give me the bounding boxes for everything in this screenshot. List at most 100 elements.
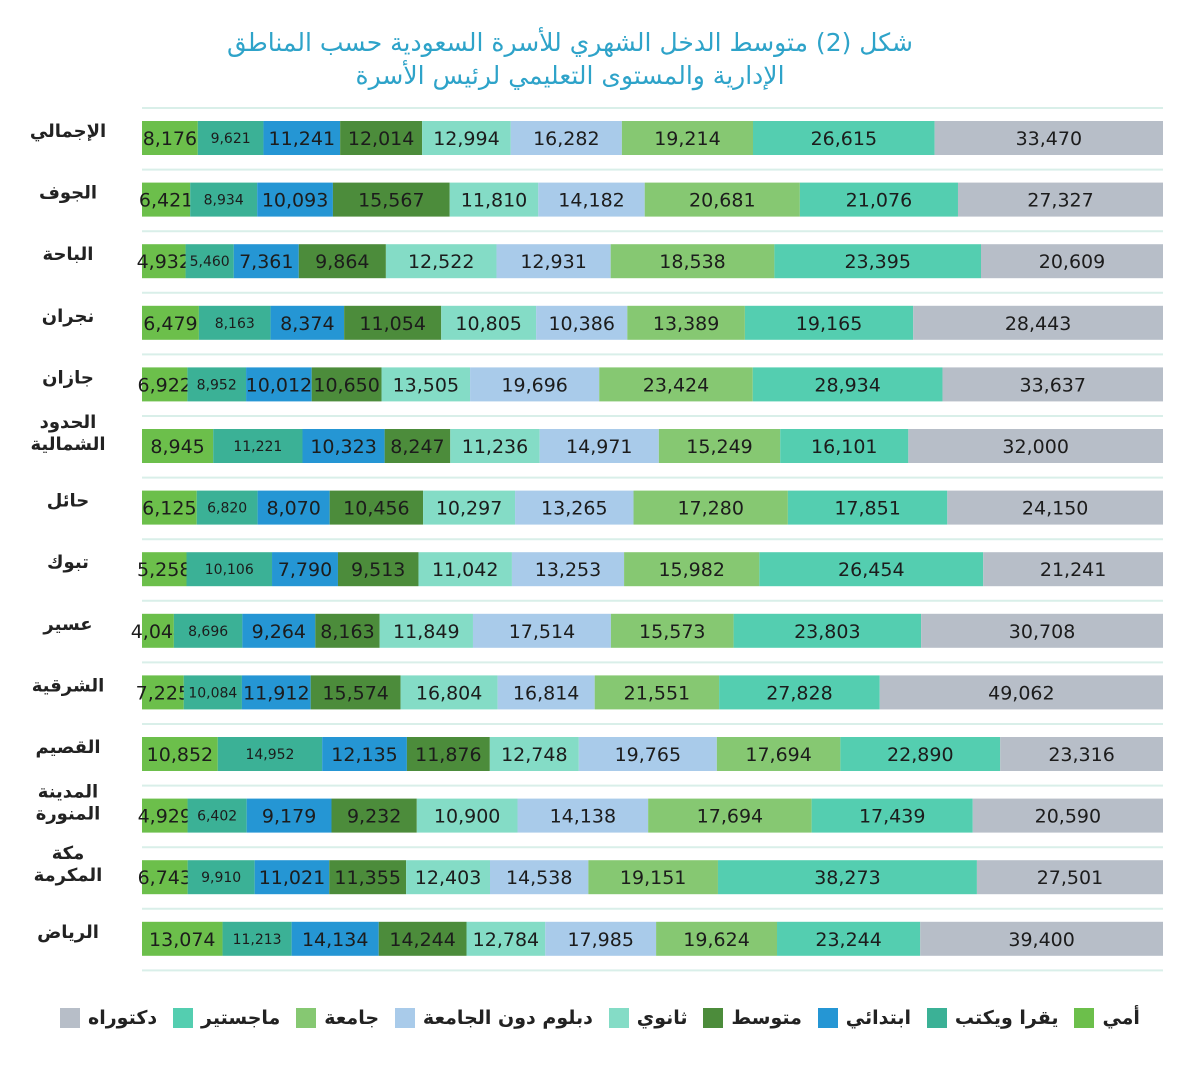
bar-segment bbox=[291, 921, 379, 956]
bar-segment bbox=[497, 675, 595, 710]
bar-segment bbox=[329, 490, 424, 525]
data-label: 21,551 bbox=[624, 682, 690, 704]
bar-segment bbox=[780, 429, 909, 463]
data-label: 19,624 bbox=[683, 929, 749, 951]
bar-segment bbox=[331, 798, 417, 833]
bar-segment bbox=[934, 121, 1163, 155]
legend-swatch bbox=[926, 1008, 947, 1028]
data-label: 15,574 bbox=[322, 682, 388, 704]
bar-segment bbox=[466, 921, 546, 956]
data-label: 8,952 bbox=[197, 377, 237, 393]
bar-segment bbox=[774, 244, 981, 279]
bar-segment bbox=[142, 367, 188, 402]
data-label: 12,403 bbox=[415, 867, 481, 889]
data-label: 17,694 bbox=[697, 806, 763, 828]
data-label: 15,249 bbox=[686, 436, 752, 458]
data-label: 9,513 bbox=[351, 559, 405, 581]
bar-segment bbox=[187, 798, 247, 833]
bar-segment bbox=[719, 675, 880, 710]
bar-segment bbox=[947, 490, 1163, 525]
bar-segment bbox=[588, 860, 718, 895]
legend-label: ماجستير bbox=[201, 1007, 281, 1029]
category-labels: الإجمالي الجوف الباحة نجران جازان الحدود الشما… bbox=[30, 121, 106, 943]
bar-segment bbox=[142, 552, 187, 587]
data-label: 6,479 bbox=[143, 313, 197, 335]
bar-segment bbox=[198, 305, 271, 340]
bar-segment bbox=[921, 613, 1163, 648]
legend-item: يقرا ويكتب bbox=[926, 1007, 1059, 1029]
category-label: تبوك bbox=[47, 552, 89, 573]
bar-segment bbox=[246, 798, 332, 833]
data-label: 10,805 bbox=[455, 313, 521, 335]
data-label: 12,994 bbox=[433, 128, 499, 150]
data-label: 15,567 bbox=[358, 190, 424, 212]
data-label: 10,323 bbox=[310, 436, 376, 458]
data-label: 9,621 bbox=[211, 131, 251, 147]
data-label: 5,460 bbox=[190, 254, 230, 270]
legend-swatch bbox=[60, 1008, 80, 1028]
bar-segment bbox=[799, 182, 958, 217]
bar-segment bbox=[381, 367, 471, 402]
data-label: 8,945 bbox=[150, 436, 204, 458]
bar-segment bbox=[621, 121, 753, 155]
category-label: الإجمالي bbox=[30, 121, 106, 142]
bar-segment bbox=[656, 921, 778, 956]
category-label: مكة المكرمة bbox=[34, 843, 103, 886]
legend-swatch bbox=[296, 1008, 317, 1028]
bar-segment bbox=[450, 429, 540, 463]
data-label: 8,163 bbox=[320, 621, 374, 643]
bar-segment bbox=[418, 552, 512, 587]
legend-swatch bbox=[703, 1008, 724, 1028]
bar-segment bbox=[610, 244, 775, 279]
data-label: 19,696 bbox=[501, 374, 567, 396]
bar-segment bbox=[610, 613, 734, 648]
bar-segment bbox=[1000, 737, 1163, 771]
data-label: 11,021 bbox=[259, 867, 325, 889]
data-label: 13,505 bbox=[393, 374, 459, 396]
bars-layer: 8,176 9,621 11,241 12,014 12,994 16,282 19,214… bbox=[131, 121, 1163, 956]
data-label: 23,244 bbox=[815, 929, 881, 951]
bar-segment bbox=[246, 367, 312, 402]
bar-segment bbox=[472, 613, 611, 648]
bar-segment bbox=[538, 182, 645, 217]
bar-segment bbox=[257, 490, 330, 525]
bar-segment bbox=[385, 244, 497, 279]
legend-item: أمي bbox=[1074, 1007, 1140, 1029]
data-label: 11,355 bbox=[334, 867, 400, 889]
bar-segment bbox=[263, 121, 341, 155]
data-label: 11,042 bbox=[432, 559, 498, 581]
bar-segment bbox=[957, 182, 1163, 217]
bar-segment bbox=[517, 798, 649, 833]
data-label: 28,443 bbox=[1005, 313, 1071, 335]
data-label: 23,395 bbox=[844, 251, 910, 273]
data-label: 16,804 bbox=[416, 682, 482, 704]
bar-segment bbox=[183, 675, 242, 710]
data-label: 8,163 bbox=[215, 316, 255, 332]
bar-segment bbox=[406, 860, 490, 895]
category-label: الرياض bbox=[37, 922, 99, 943]
data-label: 5,258 bbox=[137, 559, 191, 581]
data-label: 30,708 bbox=[1009, 621, 1075, 643]
legend-item: متوسط bbox=[703, 1007, 802, 1029]
data-label: 17,985 bbox=[567, 929, 633, 951]
bar-segment bbox=[379, 613, 473, 648]
legend-label: دكتوراه bbox=[88, 1007, 158, 1029]
data-label: 11,213 bbox=[233, 932, 282, 948]
legend-label: متوسط bbox=[731, 1007, 802, 1029]
legend-label: أمي bbox=[1102, 1007, 1140, 1029]
bar-segment bbox=[142, 305, 199, 340]
bar-segment bbox=[185, 244, 234, 279]
data-label: 6,820 bbox=[207, 501, 247, 517]
data-label: 13,265 bbox=[541, 498, 607, 520]
data-label: 32,000 bbox=[1002, 436, 1068, 458]
bar-segment bbox=[920, 921, 1163, 956]
bar-segment bbox=[272, 552, 338, 587]
data-label: 9,232 bbox=[347, 806, 401, 828]
bar-segment bbox=[908, 429, 1163, 463]
data-label: 9,910 bbox=[201, 870, 241, 886]
data-label: 14,244 bbox=[389, 929, 455, 951]
bar-segment bbox=[337, 552, 419, 587]
data-label: 16,814 bbox=[513, 682, 579, 704]
bar-segment bbox=[254, 860, 330, 895]
bar-segment bbox=[787, 490, 948, 525]
